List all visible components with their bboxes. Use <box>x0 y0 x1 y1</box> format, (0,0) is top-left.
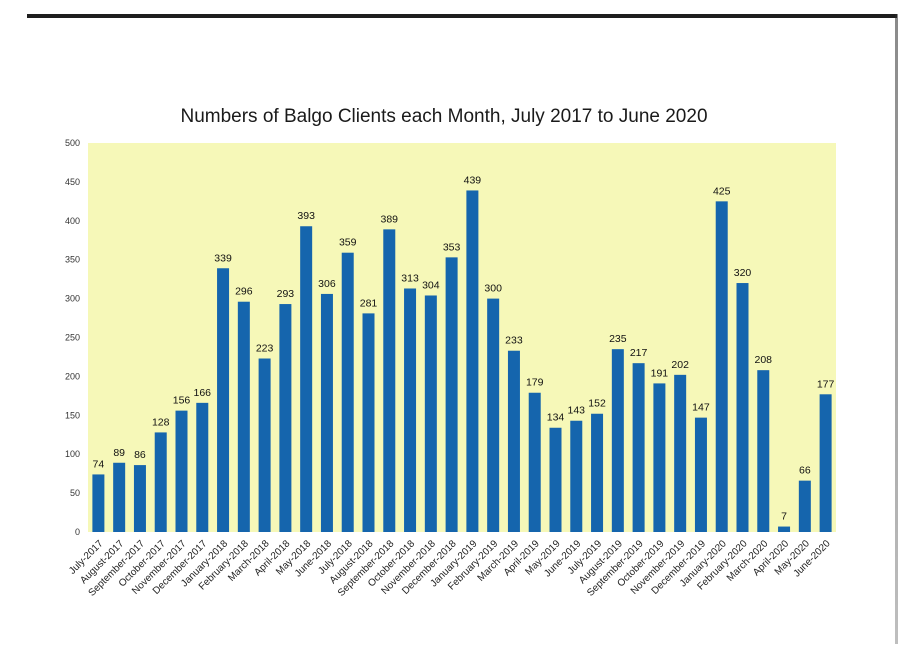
bar-august-2018 <box>362 313 375 532</box>
bar-value-label: 177 <box>817 378 835 390</box>
bar-value-label: 389 <box>381 213 399 225</box>
bar-value-label: 147 <box>692 402 710 414</box>
right-edge-shadow <box>895 14 898 644</box>
bar-value-label: 217 <box>630 347 648 359</box>
bar-may-2018 <box>300 226 313 532</box>
bar-value-label: 425 <box>713 185 731 197</box>
y-tick-label: 50 <box>70 488 80 498</box>
bar-december-2018 <box>445 257 458 532</box>
bars-group <box>92 190 832 532</box>
bar-september-2019 <box>632 363 645 532</box>
y-tick-label: 300 <box>65 294 80 304</box>
bar-december-2019 <box>694 417 707 532</box>
bar-august-2019 <box>611 349 624 532</box>
bar-july-2018 <box>341 252 354 532</box>
bar-value-label: 320 <box>734 267 752 279</box>
bar-october-2019 <box>653 383 666 532</box>
chart-title: Numbers of Balgo Clients each Month, Jul… <box>180 106 707 127</box>
bar-value-label: 179 <box>526 377 544 389</box>
y-axis-ticks: 0 50 100 150 200 250 300 350 400 450 500 <box>65 138 80 537</box>
bar-april-2018 <box>279 304 292 532</box>
y-tick-label: 450 <box>65 177 80 187</box>
y-tick-label: 0 <box>75 527 80 537</box>
bar-november-2019 <box>674 374 687 532</box>
bar-value-label: 293 <box>277 288 295 300</box>
bar-value-label: 235 <box>609 333 627 345</box>
bar-value-label: 300 <box>484 283 502 295</box>
bar-october-2017 <box>154 432 167 532</box>
bar-october-2018 <box>404 288 417 532</box>
bar-february-2019 <box>487 298 500 532</box>
bar-march-2019 <box>507 350 520 532</box>
bar-value-label: 296 <box>235 286 253 298</box>
bar-value-label: 7 <box>781 511 787 523</box>
bar-value-label: 86 <box>134 449 146 461</box>
bar-value-label: 313 <box>401 272 419 284</box>
bar-june-2019 <box>570 420 583 532</box>
bar-value-label: 304 <box>422 279 440 291</box>
bar-april-2020 <box>778 526 791 532</box>
bar-value-label: 306 <box>318 278 336 290</box>
bar-value-label: 339 <box>214 252 232 264</box>
bar-january-2019 <box>466 190 479 532</box>
bar-december-2017 <box>196 402 209 532</box>
y-tick-label: 100 <box>65 449 80 459</box>
bar-value-label: 128 <box>152 416 170 428</box>
bar-value-label: 89 <box>113 447 125 459</box>
y-tick-label: 250 <box>65 333 80 343</box>
bar-value-label: 202 <box>671 359 689 371</box>
bar-november-2017 <box>175 410 188 532</box>
bar-value-label: 353 <box>443 241 461 253</box>
bar-january-2020 <box>715 201 728 532</box>
bar-value-label: 134 <box>547 412 565 424</box>
bar-july-2019 <box>591 413 604 532</box>
y-tick-label: 400 <box>65 216 80 226</box>
bar-april-2019 <box>528 392 541 532</box>
bar-value-label: 281 <box>360 297 378 309</box>
bar-november-2018 <box>424 295 437 532</box>
bar-value-label: 359 <box>339 237 357 249</box>
bar-march-2018 <box>258 358 271 532</box>
bar-value-label: 156 <box>173 395 191 407</box>
bar-august-2017 <box>113 462 126 532</box>
bar-value-label: 208 <box>755 354 773 366</box>
bar-value-label: 66 <box>799 465 811 477</box>
bar-july-2017 <box>92 474 105 532</box>
y-tick-label: 350 <box>65 255 80 265</box>
bar-september-2017 <box>133 465 146 532</box>
bar-february-2020 <box>736 283 749 532</box>
bar-may-2020 <box>798 480 811 532</box>
bar-value-label: 393 <box>297 210 315 222</box>
bar-value-label: 439 <box>464 174 482 186</box>
bar-value-label: 143 <box>568 405 586 417</box>
top-border-line <box>27 14 897 18</box>
bar-march-2020 <box>757 370 770 532</box>
bar-february-2018 <box>237 301 250 532</box>
bar-value-label: 191 <box>651 367 669 379</box>
bar-june-2020 <box>819 394 832 532</box>
y-tick-label: 150 <box>65 410 80 420</box>
bar-value-label: 74 <box>93 458 105 470</box>
y-tick-label: 500 <box>65 138 80 148</box>
bar-value-label: 223 <box>256 343 274 355</box>
plot-area <box>88 143 836 532</box>
bar-value-label: 233 <box>505 335 523 347</box>
y-tick-label: 200 <box>65 371 80 381</box>
bar-june-2018 <box>320 293 333 532</box>
bar-value-label: 166 <box>194 387 212 399</box>
x-axis-ticks: July-2017August-2017September-2017Octobe… <box>67 538 833 599</box>
bar-value-label: 152 <box>588 398 606 410</box>
bar-january-2018 <box>217 268 230 532</box>
bar-september-2018 <box>383 229 396 532</box>
bar-may-2019 <box>549 427 562 532</box>
